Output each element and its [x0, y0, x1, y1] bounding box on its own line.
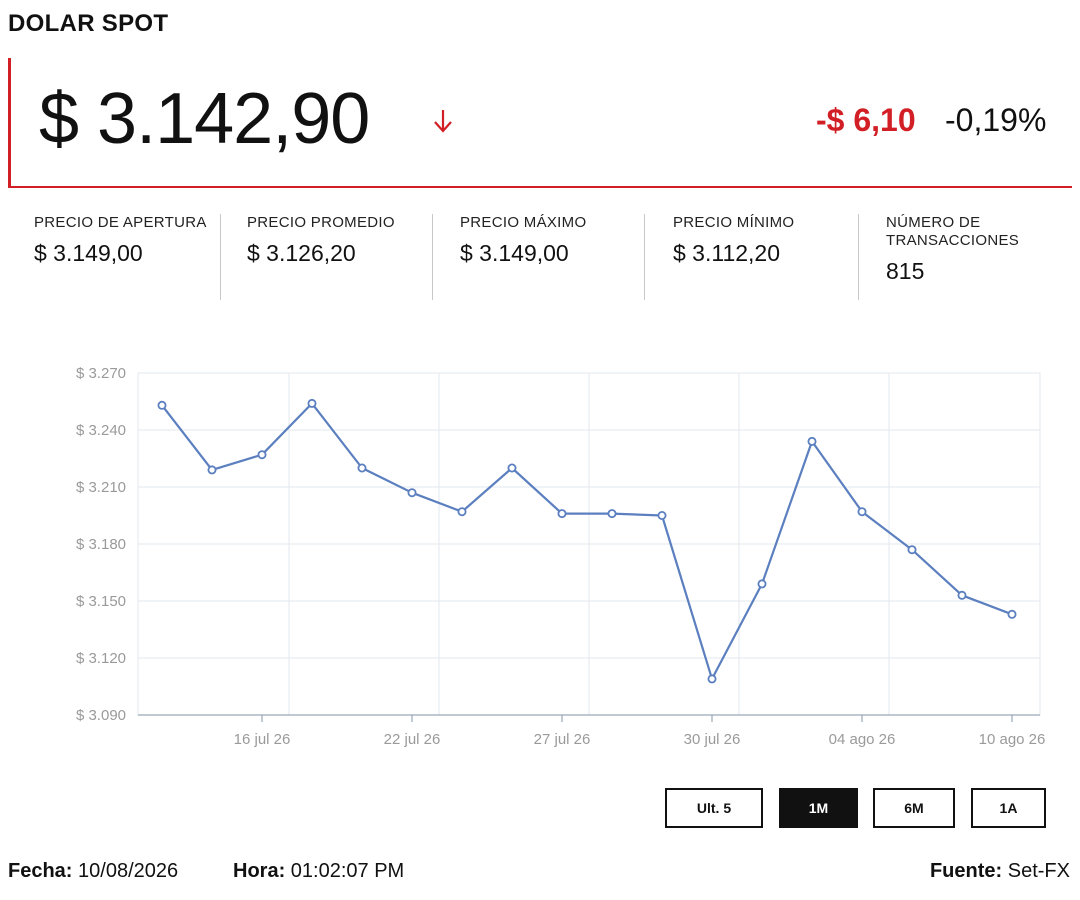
data-point	[907, 545, 917, 555]
y-tick-label: $ 3.090	[76, 707, 126, 724]
stat-value: $ 3.149,00	[460, 240, 569, 266]
data-point	[257, 450, 267, 460]
stat-opening: PRECIO DE APERTURA $ 3.149,00	[34, 214, 214, 300]
data-point	[507, 463, 517, 473]
data-point	[807, 436, 817, 446]
stat-label: PRECIO PROMEDIO	[247, 214, 395, 231]
x-tick-label: 04 ago 26	[829, 731, 896, 748]
x-tick-label: 10 ago 26	[979, 731, 1046, 748]
data-point	[207, 465, 217, 475]
x-tick-label: 16 jul 26	[234, 731, 291, 748]
y-tick-label: $ 3.240	[76, 422, 126, 439]
y-tick-label: $ 3.120	[76, 650, 126, 667]
stat-label: PRECIO MÁXIMO	[460, 214, 587, 231]
stat-label: NÚMERO DE TRANSACCIONES	[886, 214, 1020, 249]
stat-label: PRECIO MÍNIMO	[673, 214, 795, 231]
stat-min: PRECIO MÍNIMO $ 3.112,20	[644, 214, 858, 300]
data-point	[457, 507, 467, 517]
data-point	[607, 509, 617, 519]
stat-value: $ 3.149,00	[34, 240, 143, 266]
data-point	[757, 579, 767, 589]
data-point	[1007, 609, 1017, 619]
y-tick-label: $ 3.150	[76, 593, 126, 610]
stat-average: PRECIO PROMEDIO $ 3.126,20	[220, 214, 432, 300]
data-point	[657, 510, 667, 520]
x-tick-label: 27 jul 26	[534, 731, 591, 748]
series-line	[161, 402, 1013, 680]
time-value: 01:02:07 PM	[290, 860, 405, 882]
data-point	[157, 400, 167, 410]
footer-date: Fecha: 10/08/2026	[8, 860, 178, 883]
price-panel: $ 3.142,90 -$ 6,10 -0,19%	[8, 58, 1072, 188]
price-line-chart: $ 3.270 $ 3.240 $ 3.210 $ 3.180 $ 3.150 $ 3.1…	[76, 365, 1046, 748]
x-tick-label: 30 jul 26	[684, 731, 741, 748]
y-tick-label: $ 3.210	[76, 479, 126, 496]
x-tick-label: 22 jul 26	[384, 731, 441, 748]
stat-max: PRECIO MÁXIMO $ 3.149,00	[432, 214, 644, 300]
page-title: DOLAR SPOT	[8, 10, 169, 37]
change-absolute: -$ 6,10	[816, 102, 916, 138]
data-point	[857, 507, 867, 517]
change-percent: -0,19%	[945, 102, 1047, 138]
footer-time: Hora: 01:02:07 PM	[233, 860, 404, 883]
range-button-6m[interactable]: 6M	[873, 788, 955, 828]
source-value: Set-FX	[1007, 860, 1070, 882]
source-label: Fuente:	[929, 860, 1003, 882]
arrow-down-icon	[434, 110, 452, 133]
stat-transactions: NÚMERO DE TRANSACCIONES 815	[858, 214, 1072, 300]
current-price: $ 3.142,90	[39, 79, 370, 159]
date-value: 10/08/2026	[78, 860, 179, 882]
data-point	[407, 488, 417, 498]
date-label: Fecha:	[8, 860, 73, 882]
data-point	[707, 674, 717, 684]
range-button-1a[interactable]: 1A	[971, 788, 1046, 828]
data-point	[357, 463, 367, 473]
data-point	[557, 509, 567, 519]
data-point	[307, 398, 317, 408]
range-button-ult5[interactable]: Ult. 5	[665, 788, 763, 828]
footer-source: Fuente: Set-FX	[930, 860, 1070, 883]
time-label: Hora:	[233, 860, 286, 882]
range-button-1m[interactable]: 1M	[779, 788, 858, 828]
stat-value: $ 3.126,20	[247, 240, 356, 266]
y-tick-label: $ 3.180	[76, 536, 126, 553]
stat-label: PRECIO DE APERTURA	[34, 214, 207, 231]
stats-row: PRECIO DE APERTURA $ 3.149,00 PRECIO PRO…	[8, 214, 1072, 300]
data-point	[957, 590, 967, 600]
stat-value: $ 3.112,20	[673, 240, 781, 266]
stat-value: 815	[886, 258, 925, 284]
y-tick-label: $ 3.270	[76, 365, 126, 382]
